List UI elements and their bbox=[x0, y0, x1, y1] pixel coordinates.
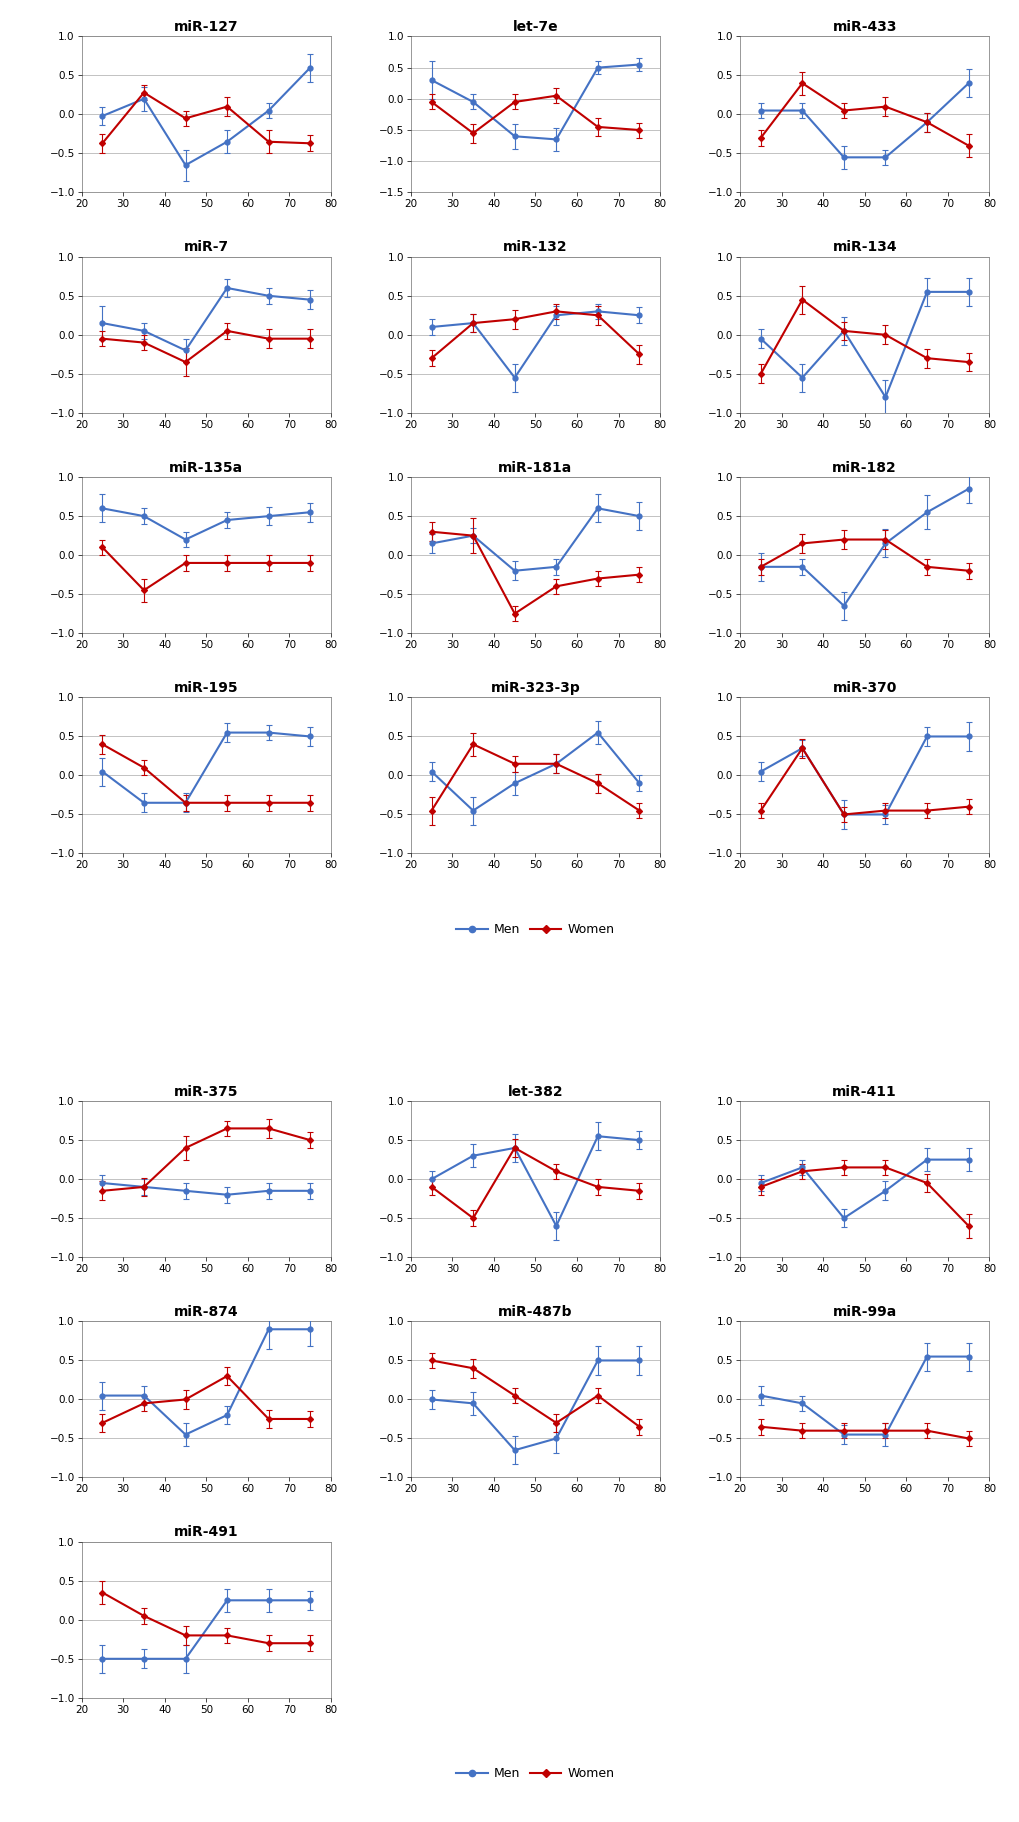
Title: miR-181a: miR-181a bbox=[498, 461, 572, 474]
Title: let-382: let-382 bbox=[507, 1084, 562, 1099]
Legend: Men, Women: Men, Women bbox=[450, 918, 620, 940]
Title: miR-370: miR-370 bbox=[832, 681, 896, 694]
Title: miR-127: miR-127 bbox=[174, 20, 238, 35]
Title: miR-433: miR-433 bbox=[832, 20, 896, 35]
Title: let-7e: let-7e bbox=[513, 20, 557, 35]
Title: miR-874: miR-874 bbox=[174, 1305, 238, 1319]
Title: miR-132: miR-132 bbox=[502, 241, 568, 255]
Title: miR-487b: miR-487b bbox=[497, 1305, 573, 1319]
Title: miR-195: miR-195 bbox=[174, 681, 238, 694]
Title: miR-182: miR-182 bbox=[832, 461, 896, 474]
Title: miR-323-3p: miR-323-3p bbox=[490, 681, 580, 694]
Title: miR-7: miR-7 bbox=[183, 241, 228, 255]
Title: miR-411: miR-411 bbox=[832, 1084, 896, 1099]
Title: miR-99a: miR-99a bbox=[832, 1305, 896, 1319]
Legend: Men, Women: Men, Women bbox=[450, 1762, 620, 1786]
Title: miR-134: miR-134 bbox=[832, 241, 896, 255]
Title: miR-375: miR-375 bbox=[174, 1084, 238, 1099]
Title: miR-491: miR-491 bbox=[174, 1525, 238, 1540]
Title: miR-135a: miR-135a bbox=[169, 461, 244, 474]
